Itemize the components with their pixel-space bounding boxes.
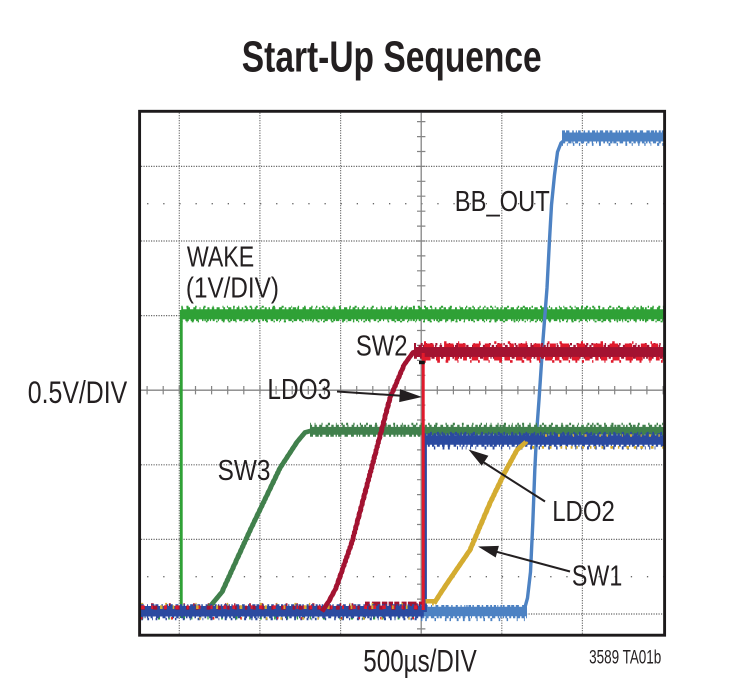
svg-text:SW3: SW3: [218, 454, 271, 486]
svg-text:WAKE: WAKE: [187, 240, 254, 273]
svg-text:500µs/DIV: 500µs/DIV: [363, 644, 477, 679]
svg-text:BB_OUT: BB_OUT: [455, 185, 550, 218]
svg-text:SW2: SW2: [356, 329, 408, 362]
svg-text:3589 TA01b: 3589 TA01b: [589, 646, 661, 668]
svg-text:Start-Up Sequence: Start-Up Sequence: [242, 33, 542, 81]
svg-text:SW1: SW1: [572, 559, 622, 592]
svg-text:(1V/DIV): (1V/DIV): [186, 271, 279, 304]
svg-text:LDO2: LDO2: [552, 495, 615, 528]
svg-text:0.5V/DIV: 0.5V/DIV: [28, 375, 127, 411]
svg-text:LDO3: LDO3: [267, 373, 331, 405]
